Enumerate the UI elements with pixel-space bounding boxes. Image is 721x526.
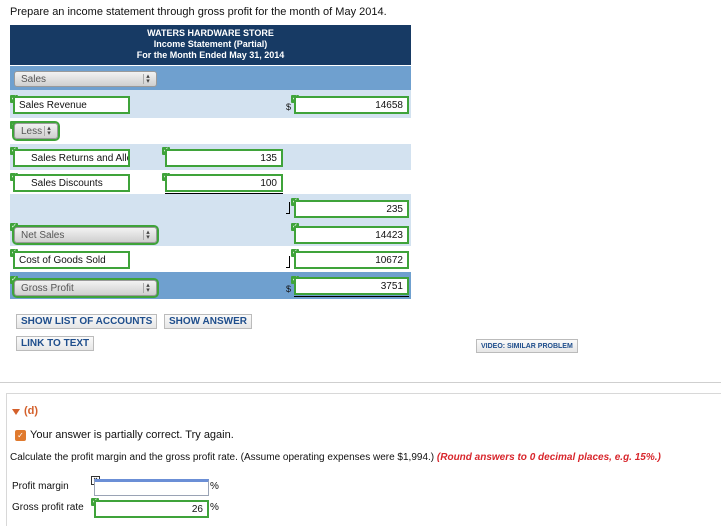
answer-status: Your answer is partially correct. Try ag… <box>30 429 234 441</box>
instruction-emphasis: (Round answers to 0 decimal places, e.g.… <box>436 452 661 463</box>
subtotal-underline <box>165 193 283 194</box>
sales-discounts-amount-input[interactable]: 100 <box>165 174 283 192</box>
total-bracket <box>289 202 290 214</box>
part-d-label: (d) <box>24 405 39 417</box>
section-divider <box>0 382 721 383</box>
triangle-down-icon[interactable] <box>12 409 20 415</box>
less-select-value: Less <box>21 126 43 137</box>
sales-discounts-account-input[interactable]: Sales Discounts <box>13 174 130 192</box>
profit-margin-input[interactable] <box>94 479 209 496</box>
question-prompt: Prepare an income statement through gros… <box>10 6 387 18</box>
percent-sign: % <box>210 502 219 513</box>
row-band-less <box>10 118 411 144</box>
statement-title: Income Statement (Partial) <box>153 39 268 49</box>
percent-sign: % <box>210 481 219 492</box>
cogs-account-input[interactable]: Cost of Goods Sold <box>13 251 130 269</box>
total-bracket <box>289 256 290 268</box>
up-down-arrows-icon: ▴ ▾ <box>143 282 152 294</box>
sales-revenue-account-input[interactable]: Sales Revenue <box>13 96 130 114</box>
gross-profit-select-value: Gross Profit <box>21 283 74 294</box>
partial-check-icon: ✓ <box>15 430 26 441</box>
sales-returns-account-input[interactable]: Sales Returns and Allc <box>13 149 130 167</box>
net-sales-select[interactable]: Net Sales ▴ ▾ <box>12 225 159 245</box>
total-bracket-foot <box>286 267 290 268</box>
total-bracket-foot <box>286 213 290 214</box>
instruction-text: Calculate the profit margin and the gros… <box>10 452 435 463</box>
profit-margin-label: Profit margin <box>12 481 69 492</box>
currency-symbol: $ <box>286 102 292 112</box>
net-sales-select-value: Net Sales <box>21 230 65 241</box>
less-select[interactable]: Less ▴ ▾ <box>12 121 60 141</box>
up-down-arrows-icon: ▴ ▾ <box>143 73 152 85</box>
gross-profit-rate-input[interactable]: 26 <box>94 500 209 518</box>
sales-revenue-amount-input[interactable]: 14658 <box>294 96 409 114</box>
statement-header: WATERS HARDWARE STORE Income Statement (… <box>10 25 411 65</box>
gross-profit-amount-input[interactable]: 3751 <box>294 277 409 295</box>
sales-heading-select[interactable]: Sales ▴ ▾ <box>14 71 157 87</box>
link-to-text-button[interactable]: LINK TO TEXT <box>16 336 95 351</box>
gross-profit-rate-label: Gross profit rate <box>12 502 84 513</box>
net-sales-amount-input[interactable]: 14423 <box>294 226 409 244</box>
sales-heading-select-value: Sales <box>21 74 47 85</box>
part-d-instruction: Calculate the profit margin and the gros… <box>10 452 661 463</box>
up-down-arrows-icon: ▴ ▾ <box>44 125 53 137</box>
double-underline <box>294 296 409 297</box>
gross-profit-select[interactable]: Gross Profit ▴ ▾ <box>12 278 159 298</box>
show-answer-button[interactable]: SHOW ANSWER <box>164 314 252 329</box>
cogs-amount-input[interactable]: 10672 <box>294 251 409 269</box>
currency-symbol: $ <box>286 284 292 294</box>
deduction-total-input[interactable]: 235 <box>294 200 409 218</box>
company-name: WATERS HARDWARE STORE <box>147 28 274 38</box>
up-down-arrows-icon: ▴ ▾ <box>143 229 152 241</box>
statement-period: For the Month Ended May 31, 2014 <box>136 50 285 60</box>
video-similar-problem-button[interactable]: VIDEO: SIMILAR PROBLEM <box>476 339 578 353</box>
sales-returns-amount-input[interactable]: 135 <box>165 149 283 167</box>
show-list-of-accounts-button[interactable]: SHOW LIST OF ACCOUNTS <box>16 314 158 329</box>
